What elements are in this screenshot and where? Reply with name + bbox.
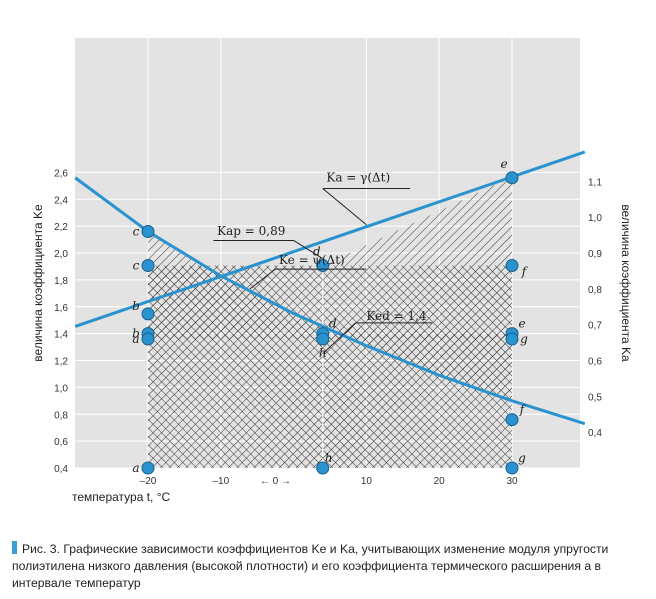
ka-point-label-d: d	[313, 245, 321, 259]
y-left-tick-label: 1,8	[54, 276, 68, 287]
y-left-tick-label: 0,8	[54, 410, 68, 421]
x-tick-label: 30	[506, 476, 518, 487]
ka-annotation: Kap = 0,89	[217, 224, 285, 238]
ka-point-c	[141, 259, 155, 273]
x-tick-label: –10	[212, 476, 229, 487]
ke-point-label-b: b	[132, 327, 140, 341]
ka-point-b	[141, 307, 155, 321]
ke-point-h	[316, 461, 330, 475]
curves	[74, 150, 586, 426]
y-right-tick-label: 0,4	[588, 428, 602, 439]
y-right-tick-label: 1,0	[588, 213, 602, 224]
y-right-tick-label: 0,8	[588, 285, 602, 296]
x-tick-label: –20	[140, 476, 157, 487]
ka-point-e	[505, 171, 519, 185]
y-left-axis-label: величина коэффициента Ke	[31, 204, 45, 362]
points	[141, 171, 519, 475]
caption-text: Рис. 3. Графические зависимости коэффици…	[12, 542, 609, 590]
ka-curve-name: Ka = γ(Δt)	[326, 170, 390, 184]
y-left-tick-label: 0,6	[54, 437, 68, 448]
ka-point-label-g: g	[520, 332, 528, 346]
ka-rect-hatch-b	[148, 265, 512, 339]
ka-point-d	[316, 259, 330, 273]
y-right-tick-label: 0,6	[588, 357, 602, 368]
ke-point-label-g: g	[518, 451, 526, 465]
ka-annotation-leader	[293, 240, 323, 260]
x-tick-label: 10	[361, 476, 373, 487]
y-right-tick-label: 0,9	[588, 249, 602, 260]
hatched-regions	[148, 176, 512, 468]
ke-curve	[74, 176, 586, 426]
x-axis-label: температура t, °C	[72, 490, 171, 504]
ke-rect-hatch-b	[148, 333, 512, 468]
figure-caption: Рис. 3. Графические зависимости коэффици…	[12, 541, 648, 592]
ka-point-f	[505, 259, 519, 273]
ka-point-label-a: a	[132, 332, 139, 346]
ke-point-label-h: h	[325, 451, 333, 465]
y-right-tick-label: 0,7	[588, 321, 602, 332]
caption-marker	[12, 541, 17, 554]
y-right-axis-label: величина коэффициента Ka	[619, 204, 633, 362]
ke-point-label-c: c	[133, 225, 140, 239]
ke-point-a	[141, 461, 155, 475]
y-left-tick-label: 1,2	[54, 357, 68, 368]
ka-point-label-b: b	[132, 299, 140, 313]
y-left-tick-label: 1,0	[54, 383, 68, 394]
ke-point-g	[505, 461, 519, 475]
ke-point-label-a: a	[132, 461, 139, 475]
y-left-tick-label: 2,0	[54, 249, 68, 260]
y-left-tick-label: 2,2	[54, 222, 68, 233]
ke-curve-name: Ke = ψ(Δt)	[279, 253, 345, 267]
y-left-tick-label: 1,6	[54, 303, 68, 314]
y-left-tick-label: 2,6	[54, 168, 68, 179]
ka-curve	[74, 150, 586, 328]
y-left-tick-label: 0,4	[54, 464, 68, 475]
ke-point-f	[505, 413, 519, 427]
ke-point-c	[141, 225, 155, 238]
ka-hatch-upper	[322, 176, 512, 266]
ka-point-a	[141, 332, 155, 346]
ka-name-leader	[322, 188, 367, 226]
x-tick-label: 20	[434, 476, 446, 487]
y-left-tick-label: 1,4	[54, 330, 68, 341]
y-right-tick-label: 0,5	[588, 392, 602, 403]
ke-name-leader	[249, 268, 276, 290]
ka-point-label-h: h	[319, 346, 327, 360]
y-right-tick-label: 1,1	[588, 177, 602, 188]
ka-point-h	[316, 332, 330, 346]
ke-annotation: Ked = 1,4	[366, 309, 427, 323]
ka-point-label-c: c	[133, 259, 140, 273]
ke-annotation-leader	[322, 322, 356, 355]
ke-point-label-f: f	[519, 403, 527, 417]
ka-point-g	[505, 332, 519, 346]
ka-point-label-e: e	[500, 157, 507, 171]
y-left-tick-label: 2,4	[54, 195, 68, 206]
ke-point-label-e: e	[518, 317, 525, 331]
ke-point-label-d: d	[329, 317, 337, 331]
ka-point-label-f: f	[521, 265, 529, 279]
x-zero-marker: ← 0 →	[260, 476, 291, 487]
